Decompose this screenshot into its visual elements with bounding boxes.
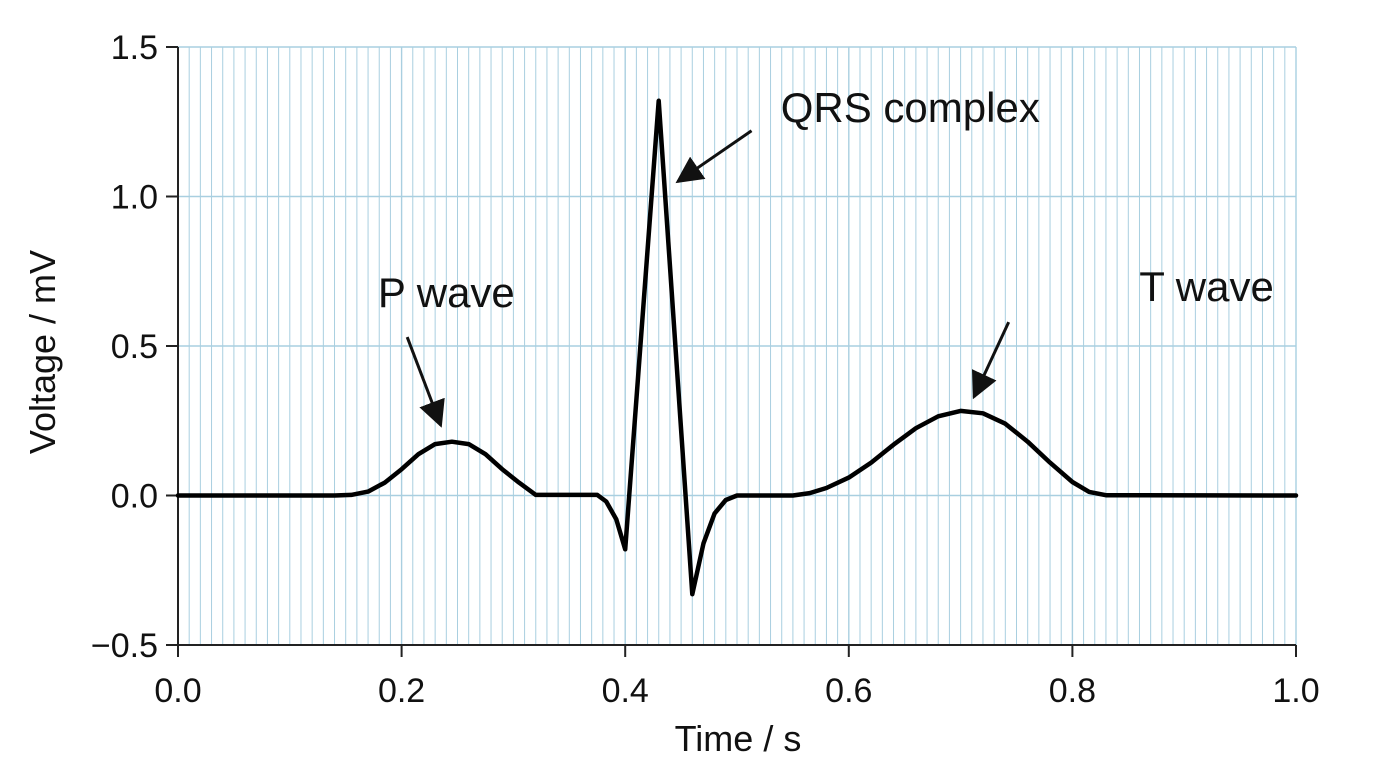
axes: −0.5 0.0 0.5 1.0 1.5 0.0 0.2 0.4 0.6 0.8 1.0 <box>91 29 1320 710</box>
y-tick-label: 1.5 <box>111 29 158 67</box>
y-tick-label: −0.5 <box>91 627 158 665</box>
y-tick-label: 0.5 <box>111 328 158 366</box>
annotation-qrs-complex: QRS complex <box>781 84 1040 131</box>
annotation-t-wave: T wave <box>1139 263 1274 310</box>
x-tick-label: 0.8 <box>1049 672 1096 710</box>
y-tick-label: 0.0 <box>111 478 158 516</box>
ecg-trace <box>175 98 1299 597</box>
x-tick-label: 0.0 <box>154 672 201 710</box>
y-tick-label: 1.0 <box>111 179 158 217</box>
y-axis-title: Voltage / mV <box>22 250 63 454</box>
x-axis-title: Time / s <box>675 718 802 759</box>
annotation-p-wave: P wave <box>378 269 515 316</box>
x-tick-label: 1.0 <box>1272 672 1319 710</box>
annotations: P wave QRS complex T wave <box>378 84 1274 428</box>
x-tick-label: 0.6 <box>825 672 872 710</box>
grid <box>177 46 1297 646</box>
x-tick-label: 0.4 <box>602 672 649 710</box>
annotation-arrow-t-wave <box>971 321 1011 400</box>
series-layer <box>175 98 1299 597</box>
annotation-arrow-qrs-complex <box>675 129 753 184</box>
annotation-arrow-p-wave <box>405 336 445 428</box>
x-tick-label: 0.2 <box>378 672 425 710</box>
